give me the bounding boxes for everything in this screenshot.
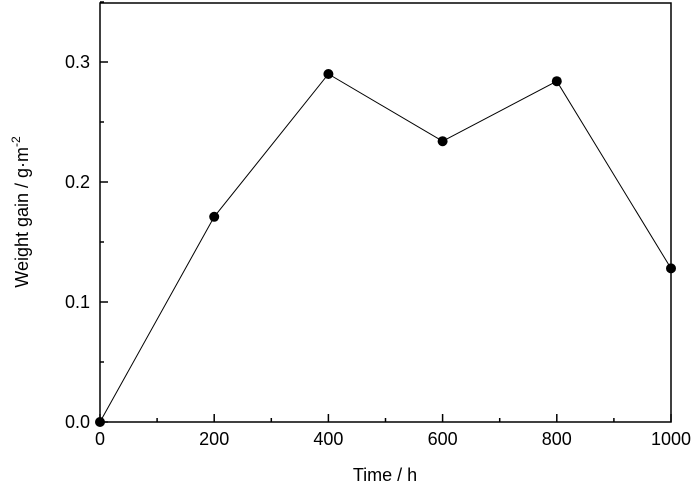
- x-tick-label: 200: [199, 429, 229, 449]
- y-tick-label: 0.3: [65, 52, 90, 72]
- y-tick-label: 0.0: [65, 412, 90, 432]
- x-tick-label: 0: [95, 429, 105, 449]
- plot-frame: [99, 2, 672, 423]
- y-axis-label: Weight gain / g·m-2: [9, 136, 32, 288]
- y-tick-label: 0.2: [65, 172, 90, 192]
- x-tick-label: 800: [542, 429, 572, 449]
- data-point: [551, 76, 562, 87]
- data-point: [95, 417, 105, 427]
- x-tick-label: 600: [428, 429, 458, 449]
- data-point: [209, 211, 220, 222]
- x-tick-label: 400: [313, 429, 343, 449]
- y-axis-label-main: Weight gain / g·m: [12, 147, 32, 288]
- data-point: [437, 136, 448, 147]
- x-tick-label: 1000: [651, 429, 691, 449]
- y-axis-label-sup: -2: [9, 136, 23, 147]
- y-tick-label: 0.1: [65, 292, 90, 312]
- series-line: [99, 73, 672, 423]
- data-point: [323, 69, 334, 79]
- x-axis-label: Time / h: [353, 465, 417, 485]
- data-point: [666, 263, 676, 274]
